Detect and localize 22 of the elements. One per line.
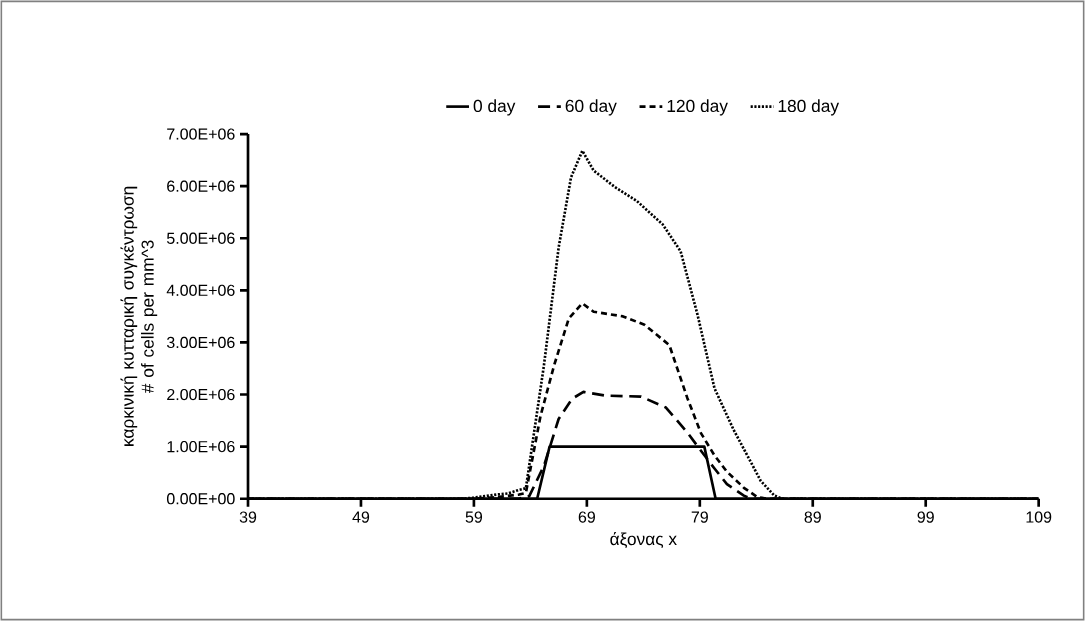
y-tick-label: 2.00E+06	[167, 388, 235, 401]
legend-label: 180 day	[778, 99, 840, 116]
y-tick-label: 1.00E+06	[167, 440, 235, 453]
y-tick-label: 6.00E+06	[167, 180, 235, 192]
x-axis-title: άξονας x	[610, 531, 677, 548]
legend-label: 0 day	[473, 99, 516, 116]
x-tick-label: 79	[691, 511, 708, 523]
x-tick-label: 39	[239, 511, 257, 523]
y-tick-label: 5.00E+06	[166, 232, 235, 244]
x-tick-label: 89	[804, 511, 821, 523]
x-tick-label: 59	[465, 511, 483, 523]
x-tick-label: 49	[352, 511, 370, 523]
y-tick-label: 7.00E+06	[167, 128, 235, 140]
x-tick-label: 99	[917, 511, 934, 523]
y-tick-label: 3.00E+06	[166, 336, 235, 349]
y-tick-label: 4.00E+06	[166, 284, 235, 296]
y-tick-label: 0.00E+00	[166, 493, 235, 505]
legend-label: 120 day	[667, 99, 728, 116]
y-axis-title: καρκινική κυτταρική συγκέντρωση # of cells per mm^3	[120, 186, 158, 446]
x-tick-label: 69	[578, 511, 595, 523]
x-tick-label: 109	[1026, 511, 1052, 523]
legend-label: 60 day	[565, 99, 617, 116]
